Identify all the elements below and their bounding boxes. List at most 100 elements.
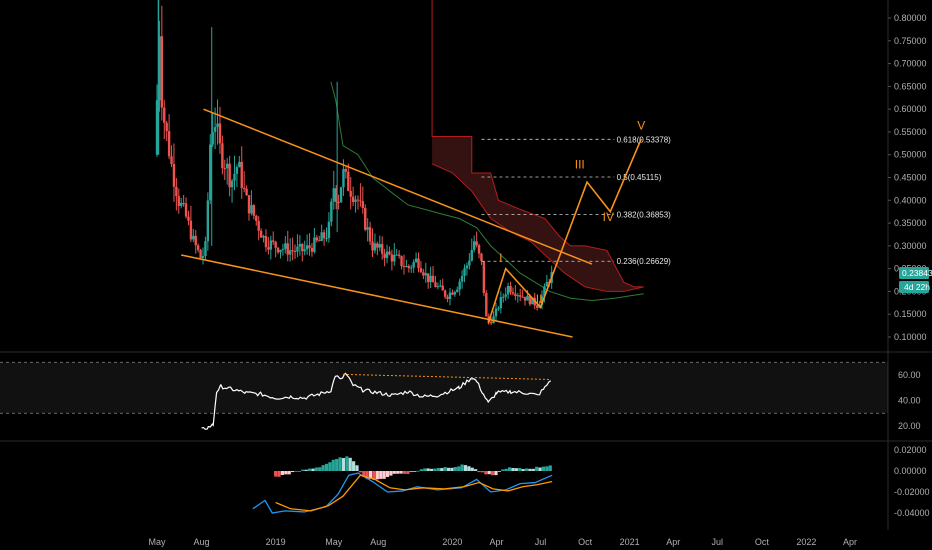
trend-line-upper[interactable] [203,108,593,265]
candle-body [543,286,546,297]
oscillator-pane[interactable] [0,361,888,431]
candle-body [255,215,258,221]
macd-histogram-bar [413,471,417,472]
candle-body [293,250,297,252]
macd-histogram-bar [280,471,285,475]
candle-body [322,232,326,239]
macd-histogram-bar [440,468,444,471]
macd-histogram-bar [399,471,403,474]
candle-body [477,245,481,254]
time-axis[interactable]: May Aug 2019 May Aug 2020 Apr Jul Oct 2021 Apr Jul O… [148,537,857,547]
macd-histogram-bar [324,463,329,471]
candle-body [431,275,435,283]
signal-line [275,474,553,512]
candle-body [196,245,200,251]
candle-body [298,243,302,247]
candle-body [313,237,316,252]
candle-body [383,253,386,259]
candle-body [528,295,532,305]
time-tick-label: Aug [370,537,386,547]
candle-body [368,227,372,242]
last-price-tag: 0.23843 [899,267,932,279]
candle-body [233,173,236,181]
candle-body [366,227,369,230]
candle-body [334,188,338,203]
macd-histogram-bar [385,471,390,477]
candle-body [429,275,432,283]
elliott-projection[interactable] [487,138,643,324]
candle-body [281,248,285,250]
candle-body [284,243,287,249]
macd-tick-label: -0.02000 [894,487,930,497]
candle-body [417,258,420,269]
candle-body [456,289,459,292]
macd-tick-label: 0.00000 [894,466,927,476]
macd-histogram-bar [491,471,495,476]
candle-body [378,244,381,248]
bar-timer-tag-label: 4d 22h [904,282,930,292]
candle-body [385,251,389,259]
candle-body [361,201,365,209]
time-tick-label: Apr [666,537,680,547]
divergence-line[interactable] [342,373,550,380]
macd-histogram-bar [528,468,532,471]
time-tick-label: Jul [712,537,724,547]
candle-body [177,196,180,206]
candle-body [414,258,418,263]
price-tick-label: 0.70000 [894,59,927,69]
time-tick-label: Oct [578,537,593,547]
macd-histogram-bar [304,469,308,471]
candle-body [473,241,476,250]
macd-histogram-bar [541,466,546,471]
macd-histogram-bar [426,468,430,471]
candle-body [465,265,469,269]
trend-line-lower[interactable] [181,254,573,338]
macd-histogram-bar [341,457,346,471]
candle-body [349,190,352,197]
lagging-span [330,81,644,302]
macd-pane[interactable] [252,456,553,514]
price-pane[interactable]: 0.236(0.26629) 0.382(0.36853) 0.5(0.45115)… [155,0,671,338]
candle-body [497,308,500,310]
macd-histogram-bar [396,471,400,474]
candle-body [175,186,178,197]
candle-body [163,107,166,123]
candle-body [470,249,473,261]
candle-body [310,247,314,252]
candle-body [315,237,319,241]
candle-body [167,131,171,157]
macd-histogram-bar [314,467,318,471]
bar-timer-tag: 4d 22h [899,281,930,293]
macd-histogram-bar [375,471,379,480]
macd-histogram-bar [335,458,339,471]
candle-body [422,272,425,276]
candle-body [279,249,282,253]
candle-body [485,292,488,317]
candle-body [516,295,519,297]
candle-body [160,36,164,108]
macd-histogram-bar [504,468,508,471]
oscillator-tick-label: 60.00 [898,370,921,380]
candle-body [206,200,210,242]
macd-histogram-bar [362,471,366,477]
candle-body [213,127,217,132]
candle-body [230,180,234,188]
candle-body [347,171,350,191]
candle-body [194,235,197,246]
candle-body [448,292,452,299]
macd-histogram-bar [450,467,454,471]
macd-histogram-bar [355,465,359,471]
macd-histogram-bar [507,467,512,471]
macd-tick-label: -0.04000 [894,508,930,518]
candle-body [221,143,224,169]
candle-body [238,161,241,168]
price-tick-label: 0.50000 [894,150,927,160]
macd-histogram-bar [423,468,427,471]
macd-histogram-bar [345,456,349,471]
candle-body [514,293,517,296]
macd-histogram-bar [497,471,501,472]
macd-histogram-bar [274,471,278,477]
bar-timer-tag-bg [899,281,929,293]
candle-body [400,256,403,267]
